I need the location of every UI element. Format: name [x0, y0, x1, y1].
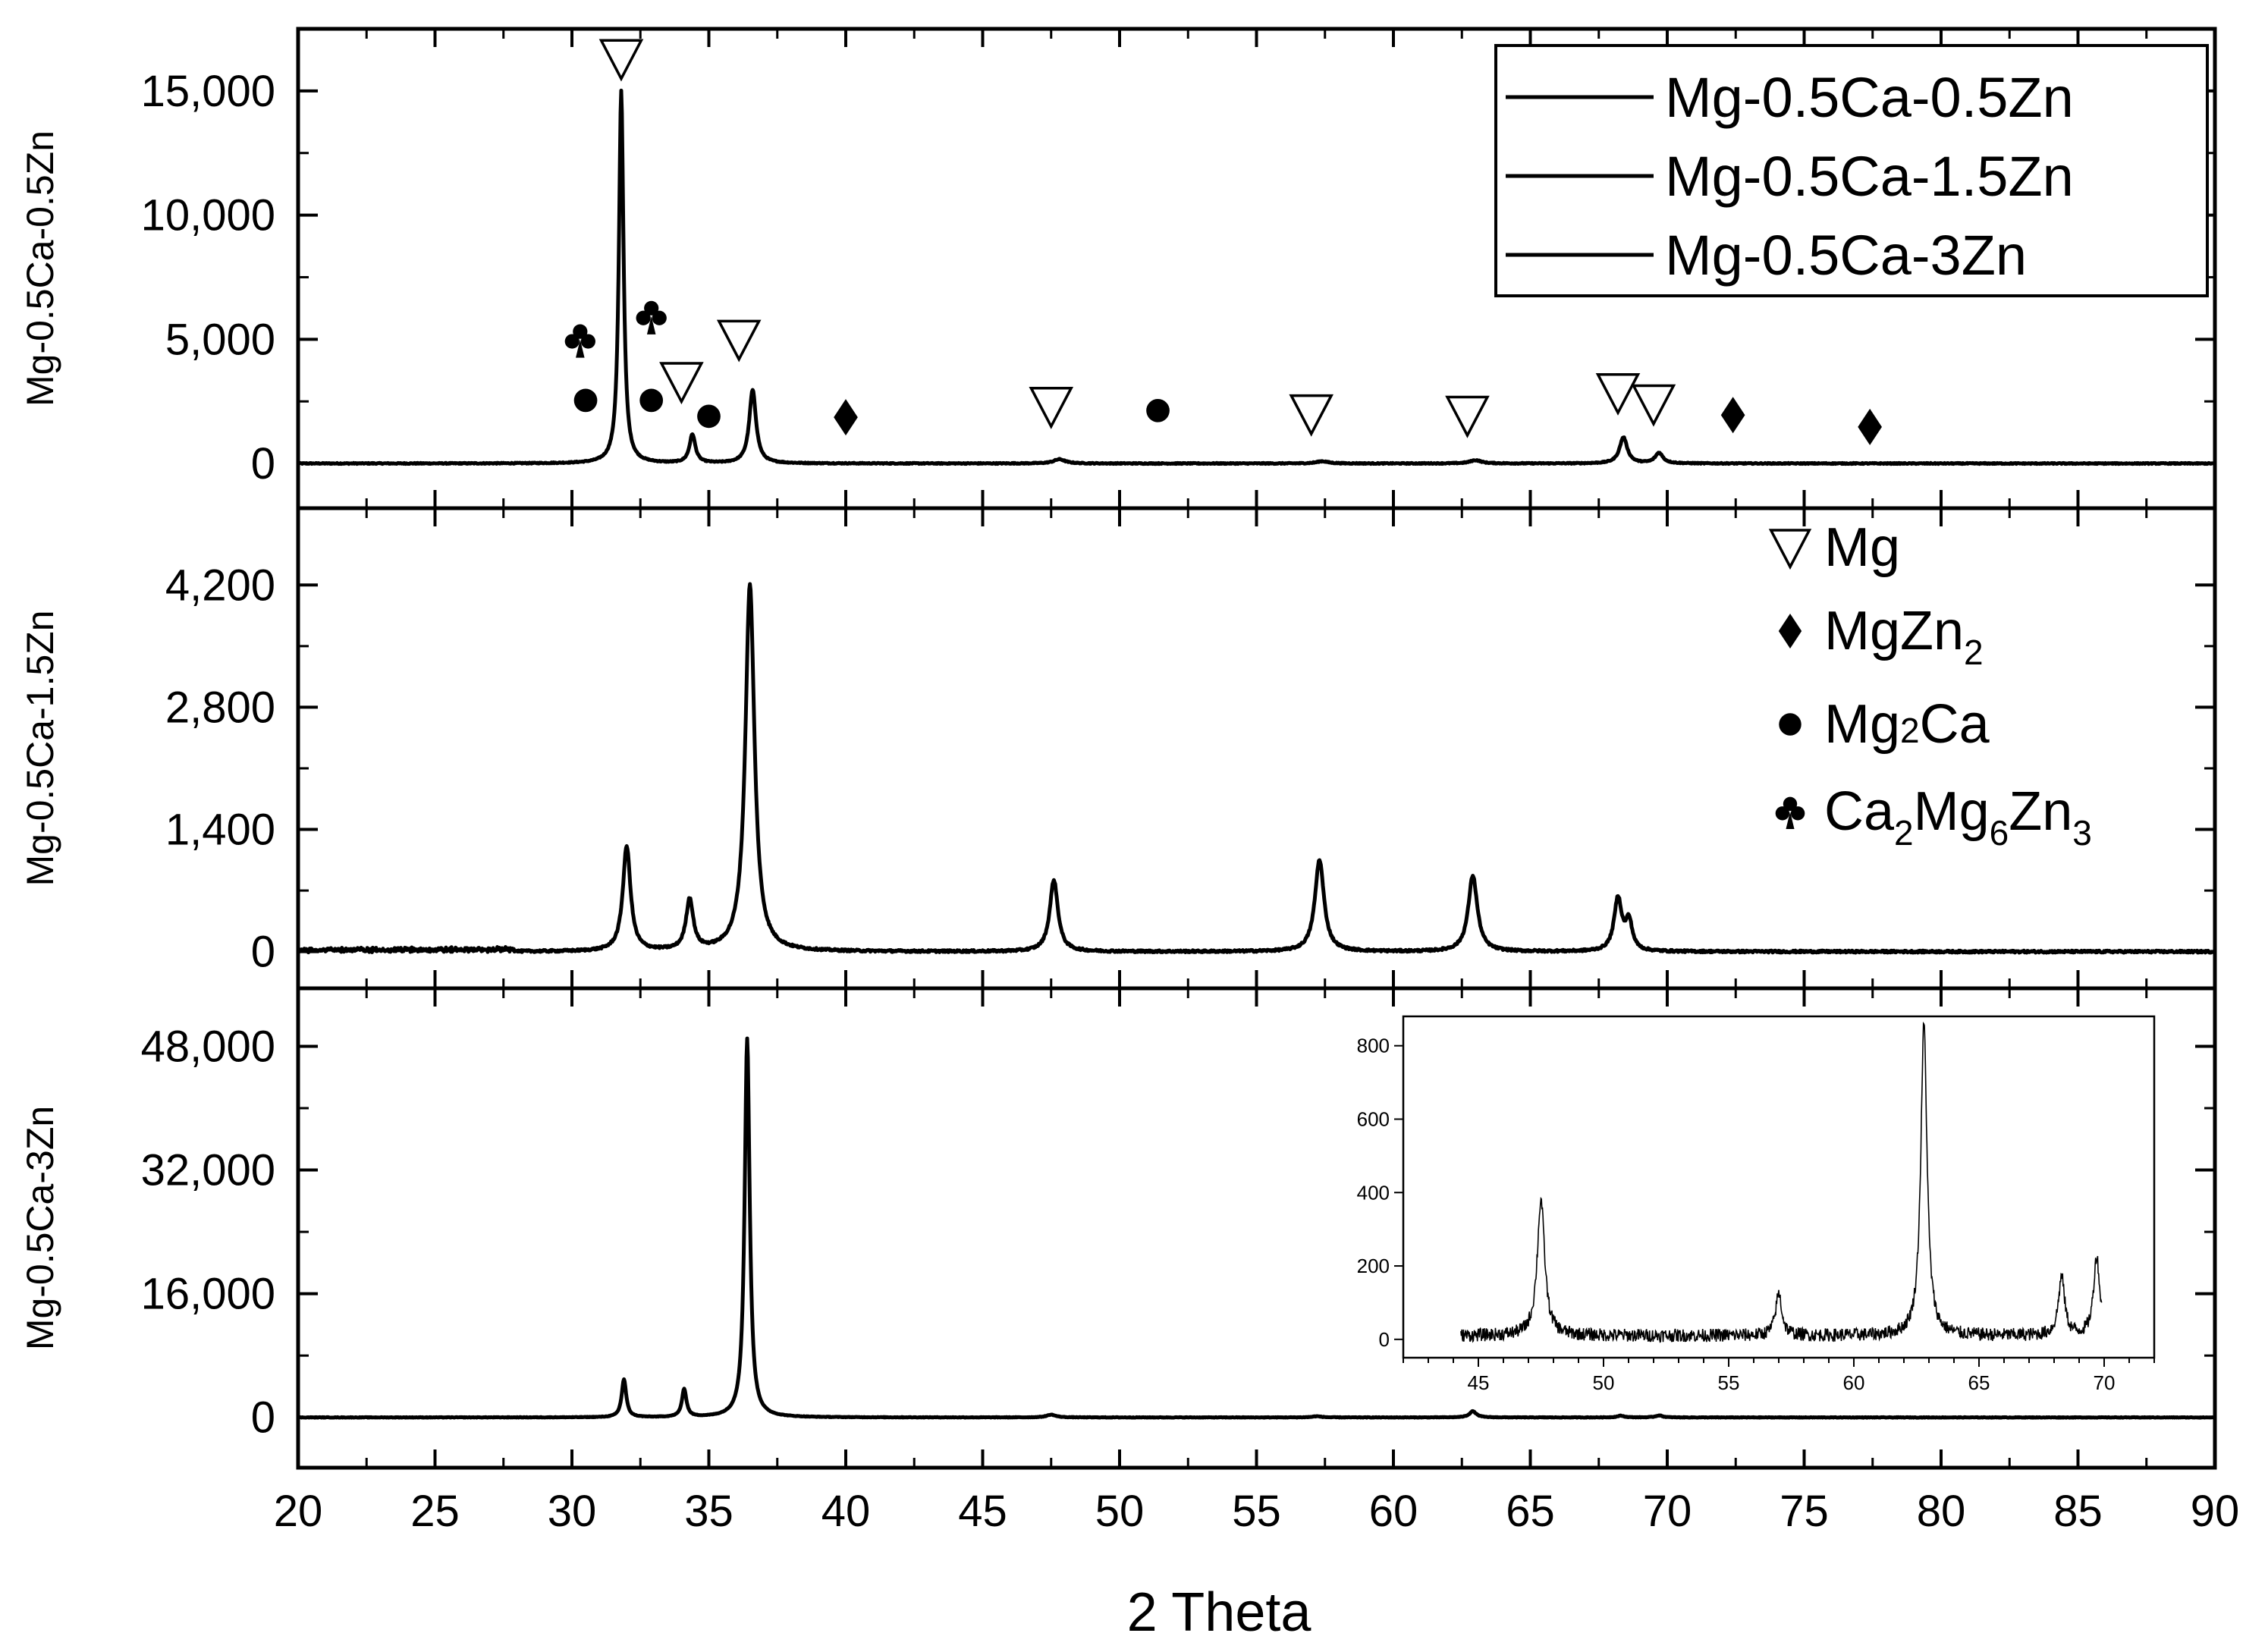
y-tick-label: 15,000 — [141, 67, 275, 116]
inset-x-tick-label: 65 — [1968, 1371, 1990, 1394]
inset-x-tick-label: 45 — [1468, 1371, 1490, 1394]
x-tick-label: 75 — [1780, 1487, 1829, 1536]
y-tick-label: 0 — [251, 439, 275, 488]
phase-legend-circle-icon — [1779, 713, 1802, 736]
y-axis-label: Mg-0.5Ca-0.5Zn — [19, 130, 61, 407]
series-line-0 — [297, 88, 2216, 466]
y-tick-label: 0 — [251, 1393, 275, 1443]
x-axis-label: 2 Theta — [1127, 1582, 1312, 1643]
triangle-marker — [1029, 386, 1074, 429]
circle-marker — [1146, 398, 1170, 422]
diamond-marker — [834, 399, 858, 436]
phase-legend-diamond-icon — [1778, 614, 1802, 649]
triangle-marker — [659, 362, 704, 405]
phase-legend-label: Ca2Mg6Zn3 — [1824, 781, 2092, 853]
inset-y-tick-label: 800 — [1357, 1035, 1390, 1057]
series-line-1 — [297, 582, 2216, 955]
inset-y-tick-label: 400 — [1357, 1181, 1390, 1204]
inset-y-tick-label: 200 — [1357, 1255, 1390, 1277]
x-tick-label: 85 — [2053, 1487, 2103, 1536]
x-tick-label: 60 — [1369, 1487, 1418, 1536]
x-tick-label: 65 — [1506, 1487, 1555, 1536]
inset-y-tick-label: 600 — [1357, 1107, 1390, 1130]
triangle-marker — [1289, 394, 1333, 437]
y-tick-label: 1,400 — [165, 806, 275, 855]
triangle-marker — [1445, 395, 1490, 438]
phase-legend-label: Mg2Ca — [1824, 694, 1990, 755]
triangle-marker — [1595, 372, 1641, 416]
phase-legend-club-icon — [1775, 796, 1805, 829]
inset-x-tick-label: 55 — [1718, 1371, 1740, 1394]
panel-1: 0 1,400 2,800 4,200 Mg-0.5Ca-1.5Zn — [19, 506, 2217, 991]
y-tick-label: 32,000 — [141, 1146, 275, 1195]
triangle-marker — [598, 39, 644, 82]
phase-legend-label: Mg — [1824, 517, 1900, 578]
legend-label: Mg-0.5Ca-1.5Zn — [1665, 145, 2074, 208]
circle-marker — [697, 404, 721, 429]
x-tick-label: 90 — [2191, 1487, 2240, 1536]
circle-marker — [573, 388, 598, 413]
y-axis-label: Mg-0.5Ca-1.5Zn — [19, 610, 61, 886]
x-tick-label: 80 — [1917, 1487, 1966, 1536]
y-tick-label: 48,000 — [141, 1022, 275, 1071]
triangle-marker — [716, 319, 762, 363]
club-marker — [564, 324, 595, 358]
x-tick-label: 25 — [410, 1487, 460, 1536]
y-axis-label: Mg-0.5Ca-3Zn — [19, 1106, 61, 1350]
y-tick-label: 16,000 — [141, 1270, 275, 1319]
club-marker — [636, 300, 667, 334]
y-tick-label: 10,000 — [141, 191, 275, 240]
x-tick-label: 35 — [684, 1487, 733, 1536]
series-line-2 — [297, 1036, 2216, 1420]
legend-label: Mg-0.5Ca-0.5Zn — [1665, 66, 2074, 129]
x-tick-label: 40 — [821, 1487, 871, 1536]
legend-label: Mg-0.5Ca-3Zn — [1665, 224, 2027, 287]
x-tick-label: 45 — [958, 1487, 1007, 1536]
y-tick-label: 4,200 — [165, 561, 275, 610]
inset-x-tick-label: 50 — [1593, 1371, 1615, 1394]
x-tick-label: 30 — [548, 1487, 597, 1536]
x-tick-label: 50 — [1095, 1487, 1145, 1536]
inset-x-tick-label: 70 — [2094, 1371, 2116, 1394]
y-tick-label: 2,800 — [165, 683, 275, 732]
y-tick-label: 0 — [251, 928, 275, 977]
x-tick-label: 70 — [1643, 1487, 1692, 1536]
diamond-marker — [1720, 397, 1745, 434]
circle-marker — [639, 388, 664, 413]
panel-2: 0 16,000 32,000 48,000 Mg-0.5Ca-3Zn — [19, 986, 2217, 1470]
phase-legend-label: MgZn2 — [1824, 601, 1984, 672]
x-tick-label: 20 — [274, 1487, 323, 1536]
phase-legend-triangle-icon — [1768, 529, 1812, 570]
panel-0: 0 5,000 10,000 15,000 Mg-0.5Ca-0.5Zn — [19, 27, 2217, 510]
inset-y-tick-label: 0 — [1379, 1328, 1390, 1351]
inset-series-line — [1460, 1021, 2103, 1343]
inset-frame — [1402, 1015, 2156, 1359]
y-tick-label: 5,000 — [165, 315, 275, 364]
inset-x-tick-label: 60 — [1843, 1371, 1865, 1394]
x-tick-label: 55 — [1232, 1487, 1281, 1536]
diamond-marker — [1858, 408, 1882, 445]
triangle-marker — [1631, 384, 1676, 427]
